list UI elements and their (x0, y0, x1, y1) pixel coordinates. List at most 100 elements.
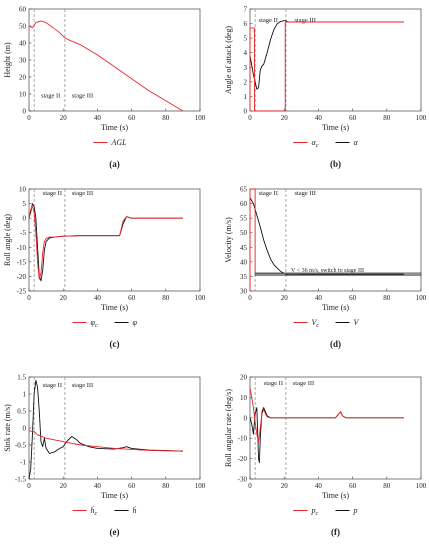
y-tick-label: 40 (240, 258, 248, 266)
stage-label: stage II (43, 382, 62, 389)
y-tick-label: 6 (244, 20, 248, 28)
legend-label: V (354, 318, 360, 327)
legend-label: φc (91, 318, 98, 329)
x-tick-label: 0 (27, 114, 31, 122)
series-line-cmd (249, 188, 404, 291)
stage-label: stage II (264, 380, 283, 387)
x-tick-label: 0 (27, 482, 31, 490)
y-tick-label: 35 (240, 273, 248, 281)
y-axis-label: Roll angle (deg) (3, 214, 12, 266)
x-axis-label: Time (s) (322, 123, 349, 132)
y-axis-label: Velocity (m/s) (224, 217, 233, 263)
series-line-cmd (249, 387, 404, 443)
y-tick-label: 0 (244, 108, 248, 116)
x-tick-label: 100 (416, 294, 427, 302)
y-tick-label: 4 (244, 49, 248, 57)
plot-frame (28, 376, 201, 480)
y-tick-label: 10 (240, 394, 248, 402)
y-tick-label: 45 (240, 244, 248, 252)
y-tick-label: 7 (244, 6, 248, 14)
x-tick-label: 40 (315, 114, 323, 122)
plot-frame (249, 8, 422, 112)
panel-d: 0 20 40 60 80 100 30 35 40 45 50 55 60 65 Time (s) Velo… (224, 186, 427, 350)
y-tick-label: 10 (19, 186, 27, 194)
x-tick-label: 40 (315, 482, 323, 490)
series-line-actual (249, 20, 404, 90)
x-tick-label: 80 (162, 482, 170, 490)
x-tick-label: 60 (128, 482, 136, 490)
y-tick-label: 60 (19, 6, 27, 14)
stage-label: stage II (43, 190, 62, 197)
x-tick-label: 20 (60, 294, 68, 302)
plot-frame (28, 188, 201, 292)
x-tick-label: 60 (349, 294, 357, 302)
stage-label: stage III (72, 382, 93, 389)
legend-label: ḣ (133, 506, 137, 515)
stage-label: stage III (294, 190, 315, 197)
y-tick-label: 0.5 (17, 408, 26, 416)
x-tick-label: 80 (162, 114, 170, 122)
x-axis-label: Time (s) (101, 123, 128, 132)
y-tick-label: -5 (20, 229, 26, 237)
y-tick-label: 10 (19, 91, 27, 99)
x-tick-label: 0 (248, 114, 252, 122)
legend-label: α (354, 138, 359, 147)
panel-label: (d) (330, 339, 341, 349)
y-tick-label: 30 (19, 57, 27, 65)
x-tick-label: 20 (60, 114, 68, 122)
y-tick-label: 20 (240, 374, 248, 382)
x-tick-label: 100 (195, 114, 206, 122)
x-tick-label: 60 (128, 114, 136, 122)
legend-label: AGL (111, 138, 128, 147)
x-tick-label: 100 (195, 294, 206, 302)
stage-label: stage III (293, 380, 314, 387)
y-axis-label: Sink rate (m/s) (3, 404, 12, 452)
y-axis-label: Angle of attack (deg) (224, 26, 233, 95)
x-tick-label: 20 (281, 114, 289, 122)
threshold-annotation: V < 36 m/s, switch to stage III (291, 268, 364, 274)
plot-frame (249, 376, 422, 480)
x-tick-label: 80 (162, 294, 170, 302)
y-tick-label: 5 (244, 35, 248, 43)
x-tick-label: 0 (27, 294, 31, 302)
x-tick-label: 20 (60, 482, 68, 490)
panel-c: 0 20 40 60 80 100 -25 -20 -15 -10 -5 0 5 10 Time (s) Ro… (3, 186, 206, 350)
x-tick-label: 20 (281, 482, 289, 490)
x-tick-label: 40 (315, 294, 323, 302)
x-tick-label: 80 (383, 294, 391, 302)
series-line-actual (249, 197, 404, 276)
y-tick-label: -25 (17, 288, 27, 296)
y-tick-label: -1 (20, 459, 26, 467)
series-line-cmd (28, 430, 183, 452)
y-tick-label: 0 (23, 108, 27, 116)
x-axis-label: Time (s) (322, 491, 349, 500)
y-axis-label: Roll angular rate (deg/s) (224, 389, 233, 467)
legend-label: pc (311, 506, 319, 517)
stage-label: stage II (41, 92, 60, 99)
y-tick-label: -30 (238, 476, 248, 484)
y-tick-label: 30 (240, 288, 248, 296)
y-tick-label: 55 (240, 215, 248, 223)
x-tick-label: 100 (416, 482, 427, 490)
panel-label: (f) (331, 527, 340, 537)
x-axis-label: Time (s) (101, 303, 128, 312)
stage-label: stage III (72, 92, 93, 99)
stage-label: stage II (259, 190, 278, 197)
y-tick-label: -10 (17, 244, 27, 252)
y-tick-label: 2 (244, 78, 248, 86)
plot-frame (249, 188, 422, 292)
series-line-cmd (249, 21, 404, 112)
y-tick-label: 40 (19, 40, 27, 48)
y-tick-label: 5 (23, 200, 27, 208)
y-axis-label: Height (m) (3, 42, 12, 78)
x-tick-label: 40 (94, 294, 102, 302)
legend-label: p (353, 506, 358, 515)
panel-f: 0 20 40 60 80 100 -30 -20 -10 0 10 20 Time (s) Roll a… (224, 374, 427, 538)
panel-label: (b) (330, 159, 341, 169)
x-tick-label: 0 (248, 294, 252, 302)
series-line-actual (28, 379, 183, 480)
series-line-actual (249, 407, 404, 464)
y-tick-label: 1 (244, 93, 248, 101)
x-tick-label: 80 (383, 114, 391, 122)
